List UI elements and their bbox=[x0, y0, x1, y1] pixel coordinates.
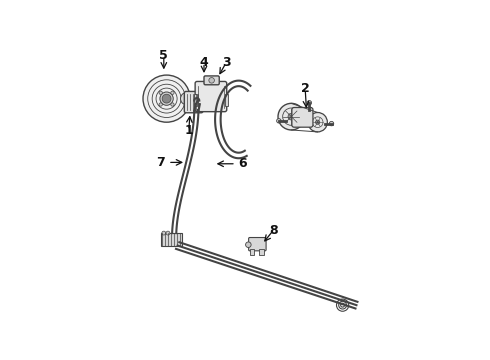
Bar bbox=[259, 249, 264, 255]
Circle shape bbox=[171, 91, 174, 94]
Circle shape bbox=[245, 242, 251, 247]
FancyBboxPatch shape bbox=[204, 76, 219, 85]
Bar bbox=[250, 249, 254, 255]
Text: 8: 8 bbox=[269, 224, 278, 237]
Circle shape bbox=[307, 100, 312, 105]
Text: 4: 4 bbox=[199, 56, 208, 69]
Circle shape bbox=[278, 103, 305, 130]
FancyBboxPatch shape bbox=[248, 238, 266, 251]
Circle shape bbox=[308, 112, 327, 132]
FancyBboxPatch shape bbox=[195, 81, 227, 112]
Bar bbox=[225, 94, 228, 105]
Circle shape bbox=[159, 91, 162, 94]
Circle shape bbox=[166, 231, 170, 235]
Text: 5: 5 bbox=[159, 49, 168, 62]
Circle shape bbox=[162, 94, 171, 103]
Circle shape bbox=[160, 92, 173, 105]
Text: 2: 2 bbox=[301, 82, 310, 95]
Circle shape bbox=[277, 118, 281, 123]
Circle shape bbox=[209, 77, 215, 83]
Bar bbox=[161, 233, 182, 246]
FancyBboxPatch shape bbox=[292, 108, 313, 127]
Circle shape bbox=[171, 103, 174, 106]
Circle shape bbox=[143, 75, 190, 122]
Circle shape bbox=[316, 120, 320, 124]
Text: 3: 3 bbox=[222, 56, 230, 69]
FancyBboxPatch shape bbox=[184, 91, 203, 113]
Circle shape bbox=[329, 121, 334, 126]
Circle shape bbox=[159, 103, 162, 106]
Text: 7: 7 bbox=[156, 156, 165, 169]
Text: 6: 6 bbox=[239, 157, 247, 170]
Bar bbox=[194, 94, 197, 105]
Text: 1: 1 bbox=[184, 124, 193, 137]
Circle shape bbox=[162, 231, 166, 235]
Circle shape bbox=[288, 113, 294, 120]
Circle shape bbox=[180, 93, 193, 105]
